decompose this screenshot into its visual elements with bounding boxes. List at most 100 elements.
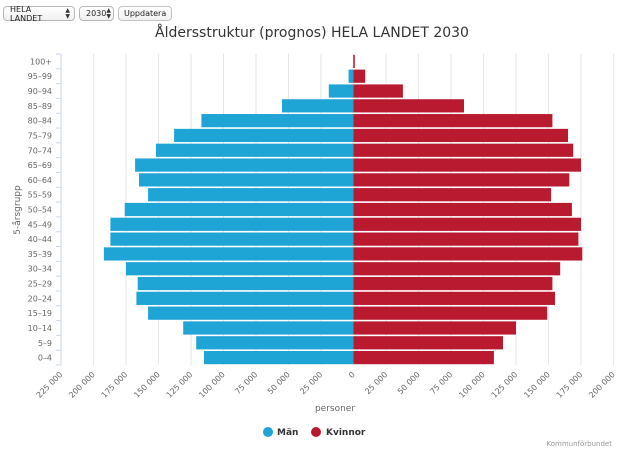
region-select[interactable]: HELA LANDET ▲ ▼: [3, 4, 75, 23]
y-tick-label: 10–14: [28, 324, 52, 333]
credits-link[interactable]: Kommunförbundet: [547, 440, 613, 448]
x-tick-label: 100 000: [457, 370, 487, 400]
bar-women: [353, 128, 568, 143]
y-axis-ticks: 100+ 95–99 90–94 85–89 80–84 75–79 70–74 65–69 6…: [28, 53, 61, 366]
x-tick-label: 200 000: [67, 370, 97, 400]
year-select[interactable]: 2030 ▲ ▼: [79, 6, 114, 21]
x-tick-label: 50 000: [266, 370, 292, 396]
bar-men: [103, 247, 354, 261]
y-tick-label: 80–84: [28, 117, 52, 126]
bar-women: [353, 84, 403, 98]
x-tick-label: 225 000: [35, 370, 65, 400]
y-tick-label: 55–59: [28, 191, 52, 200]
bars: [103, 54, 583, 365]
y-tick-label: 45–49: [28, 220, 52, 229]
y-tick-label: 65–69: [28, 161, 52, 170]
bar-men: [196, 336, 354, 350]
x-tick-label: 75 000: [233, 370, 259, 396]
x-tick-label: 150 000: [132, 370, 162, 400]
x-tick-label: 175 000: [100, 370, 130, 400]
bar-women: [353, 217, 581, 231]
bar-women: [353, 188, 552, 202]
x-tick-label: 75 000: [428, 370, 454, 396]
legend-label-men: Män: [277, 428, 298, 438]
bar-men: [135, 158, 354, 172]
bar-men: [124, 202, 354, 217]
select-arrows-icon: ▲ ▼: [106, 6, 111, 20]
bar-women: [353, 232, 579, 246]
y-tick-label: 0–4: [38, 354, 52, 363]
y-tick-label: 25–29: [28, 280, 52, 289]
y-tick-label: 95–99: [28, 72, 52, 81]
bar-women: [353, 276, 553, 291]
y-tick-label: 90–94: [28, 87, 52, 96]
y-axis-title: 5-årsgrupp: [12, 185, 23, 235]
bar-men: [174, 128, 354, 143]
bar-men: [348, 69, 354, 83]
bar-men: [183, 321, 354, 335]
legend-item-men[interactable]: Män: [263, 427, 298, 438]
x-tick-label: 150 000: [522, 370, 552, 400]
bar-women: [353, 173, 570, 187]
bar-men: [136, 291, 354, 305]
bar-women: [353, 306, 548, 320]
y-tick-label: 15–19: [28, 309, 52, 318]
region-select-value: HELA LANDET: [10, 4, 43, 23]
y-tick-label: 40–44: [28, 235, 52, 244]
x-tick-label: 100 000: [197, 370, 227, 400]
bar-women: [353, 202, 572, 217]
bar-women: [353, 336, 503, 350]
bar-women: [353, 262, 561, 276]
y-tick-label: 20–24: [28, 294, 52, 303]
bar-men: [110, 232, 354, 246]
x-tick-label: 50 000: [396, 370, 422, 396]
y-tick-label: 60–64: [28, 176, 52, 185]
bar-men: [282, 99, 354, 113]
y-tick-label: 85–89: [28, 102, 52, 111]
update-button[interactable]: Uppdatera: [118, 6, 173, 21]
bar-women: [353, 291, 555, 305]
x-tick-label: 200 000: [587, 370, 617, 400]
bar-women: [353, 99, 464, 113]
y-tick-label: 50–54: [28, 206, 52, 215]
y-tick-label: 5–9: [38, 339, 52, 348]
bar-women: [353, 143, 574, 157]
x-tick-label: 25 000: [363, 370, 389, 396]
bar-men: [148, 306, 354, 320]
x-axis-ticks: 225 000 200 000 175 000 150 000 125 000 100 0…: [35, 370, 617, 400]
bar-men: [148, 188, 354, 202]
legend-marker-women: [311, 427, 321, 437]
y-tick-label: 35–39: [28, 250, 52, 259]
bar-men: [328, 84, 354, 98]
bar-women: [353, 350, 494, 365]
bar-men: [110, 217, 354, 231]
year-select-value: 2030: [86, 9, 107, 18]
bar-women: [353, 54, 355, 69]
y-tick-label: 70–74: [28, 146, 52, 155]
bar-women: [353, 69, 366, 83]
legend-label-women: Kvinnor: [326, 428, 366, 438]
bar-women: [353, 247, 583, 261]
x-tick-label: 125 000: [490, 370, 520, 400]
controls-bar: HELA LANDET ▲ ▼ 2030 ▲ ▼ Uppdatera: [3, 4, 173, 23]
x-tick-label: 125 000: [165, 370, 195, 400]
bar-women: [353, 158, 581, 172]
y-tick-label: 75–79: [28, 131, 52, 140]
legend-marker-men: [263, 427, 273, 437]
y-tick-label: 30–34: [28, 265, 52, 274]
bar-men: [204, 350, 354, 365]
select-arrows-icon: ▲ ▼: [65, 6, 70, 20]
bar-women: [353, 114, 553, 128]
x-axis-title: personer: [315, 404, 355, 414]
legend-item-women[interactable]: Kvinnor: [311, 427, 366, 438]
legend: Män Kvinnor: [263, 427, 366, 438]
bar-women: [353, 321, 516, 335]
bar-men: [201, 114, 354, 128]
x-tick-label: 25 000: [298, 370, 324, 396]
bar-men: [139, 173, 354, 187]
chart-title: Åldersstruktur (prognos) HELA LANDET 203…: [155, 24, 469, 41]
y-tick-label: 100+: [30, 57, 52, 66]
bar-men: [155, 143, 354, 157]
bar-men: [126, 262, 354, 276]
